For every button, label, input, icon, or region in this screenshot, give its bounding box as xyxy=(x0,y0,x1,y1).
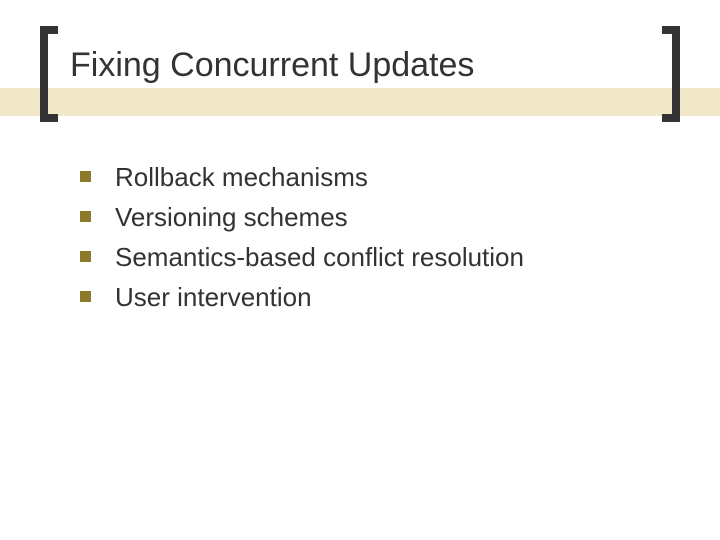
bullet-list: Rollback mechanisms Versioning schemes S… xyxy=(80,160,660,320)
title-stripe xyxy=(0,88,720,116)
list-item: Versioning schemes xyxy=(80,200,660,234)
list-item-text: Semantics-based conflict resolution xyxy=(115,240,524,274)
square-bullet-icon xyxy=(80,251,91,262)
right-bracket-icon xyxy=(662,26,680,122)
list-item: Semantics-based conflict resolution xyxy=(80,240,660,274)
list-item: Rollback mechanisms xyxy=(80,160,660,194)
square-bullet-icon xyxy=(80,171,91,182)
list-item-text: User intervention xyxy=(115,280,312,314)
list-item-text: Rollback mechanisms xyxy=(115,160,368,194)
left-bracket-icon xyxy=(40,26,58,122)
slide: Fixing Concurrent Updates Rollback mecha… xyxy=(0,0,720,540)
square-bullet-icon xyxy=(80,211,91,222)
list-item-text: Versioning schemes xyxy=(115,200,348,234)
list-item: User intervention xyxy=(80,280,660,314)
slide-title: Fixing Concurrent Updates xyxy=(70,46,474,85)
square-bullet-icon xyxy=(80,291,91,302)
